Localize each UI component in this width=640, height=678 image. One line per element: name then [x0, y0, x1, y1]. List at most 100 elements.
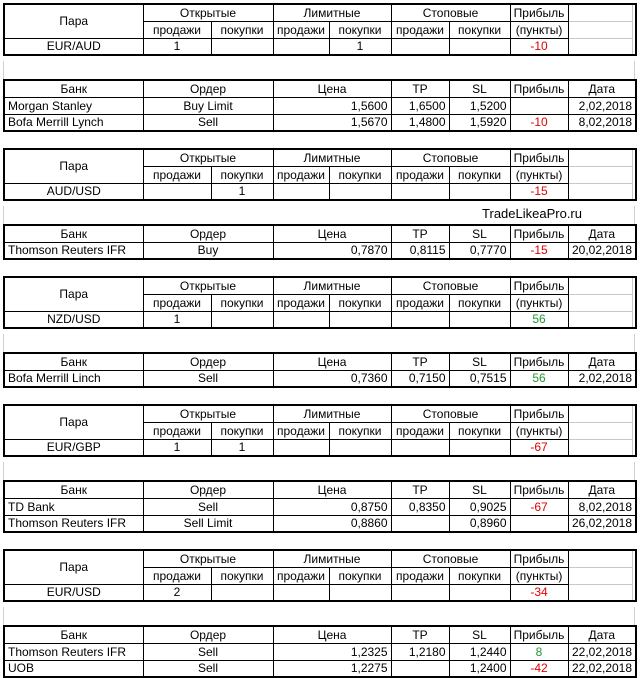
open-buy-header[interactable]: покупки [210, 421, 274, 440]
sl-value[interactable]: 0,8960 [448, 514, 511, 533]
date-header[interactable]: Дата [567, 625, 637, 644]
sl-value[interactable]: 1,2440 [448, 642, 511, 661]
table-row[interactable]: Bofa Merrill Linch Sell 0,7360 0,7150 0,7515… [3, 369, 637, 388]
limit-sell-header[interactable]: продажи [272, 293, 330, 312]
limit-buy-value[interactable]: 1 [328, 37, 392, 56]
date-header[interactable]: Дата [567, 79, 637, 98]
blank-cell[interactable] [567, 566, 633, 585]
stop-sell-value[interactable] [390, 583, 450, 602]
stop-buy-value[interactable] [448, 583, 511, 602]
limit-header[interactable]: Лимитные [272, 3, 392, 22]
tp-value[interactable]: 1,4800 [390, 113, 450, 132]
date-header[interactable]: Дата [567, 480, 637, 499]
limit-buy-value[interactable] [328, 310, 392, 329]
pair-header[interactable]: Пара [3, 148, 144, 184]
pair-profit-value[interactable]: -10 [509, 37, 569, 56]
sl-header[interactable]: SL [448, 352, 511, 371]
pair-value[interactable]: NZD/USD [3, 310, 144, 329]
order-value[interactable]: Sell [142, 369, 274, 388]
profit-header[interactable]: Прибыль [509, 404, 569, 423]
table-row[interactable]: UOB Sell 1,2275 1,2400 -42 22,02,2018 [3, 659, 637, 678]
tp-value[interactable]: 0,8115 [390, 241, 450, 260]
open-buy-value[interactable] [210, 310, 274, 329]
table-row[interactable]: TD Bank Sell 0,8750 0,8350 0,9025 -67 8,02,201… [3, 497, 637, 516]
tp-value[interactable]: 0,7150 [390, 369, 450, 388]
date-value[interactable]: 8,02,2018 [567, 113, 637, 132]
open-sell-header[interactable]: продажи [142, 293, 212, 312]
stop-buy-header[interactable]: покупки [448, 20, 511, 39]
stop-buy-value[interactable] [448, 438, 511, 457]
stop-sell-header[interactable]: продажи [390, 20, 450, 39]
points-header[interactable]: (пункты) [509, 165, 569, 184]
bank-value[interactable]: Bofa Merrill Lynch [3, 113, 144, 132]
bank-value[interactable]: Thomson Reuters IFR [3, 514, 144, 533]
blank-cell[interactable] [567, 3, 633, 22]
price-value[interactable]: 0,8860 [272, 514, 392, 533]
pair-value[interactable]: AUD/USD [3, 182, 144, 201]
open-sell-value[interactable] [142, 182, 212, 201]
price-header[interactable]: Цена [272, 79, 392, 98]
limit-sell-value[interactable] [272, 438, 330, 457]
stop-header[interactable]: Стоповые [390, 549, 511, 568]
date-header[interactable]: Дата [567, 352, 637, 371]
date-value[interactable]: 8,02,2018 [567, 497, 637, 516]
open-buy-value[interactable]: 1 [210, 438, 274, 457]
price-header[interactable]: Цена [272, 224, 392, 243]
table-row[interactable]: Thomson Reuters IFR Buy 0,7870 0,8115 0,7770… [3, 241, 637, 260]
price-header[interactable]: Цена [272, 352, 392, 371]
price-value[interactable]: 0,8750 [272, 497, 392, 516]
stop-buy-value[interactable] [448, 182, 511, 201]
profit-header[interactable]: Прибыль [509, 3, 569, 22]
limit-sell-header[interactable]: продажи [272, 20, 330, 39]
pair-value[interactable]: EUR/USD [3, 583, 144, 602]
order-header[interactable]: Ордер [142, 480, 274, 499]
stop-sell-header[interactable]: продажи [390, 421, 450, 440]
bank-header[interactable]: Банк [3, 79, 144, 98]
tp-header[interactable]: TP [390, 625, 450, 644]
sl-value[interactable]: 1,5200 [448, 96, 511, 115]
limit-header[interactable]: Лимитные [272, 276, 392, 295]
blank-cell[interactable] [567, 165, 633, 184]
blank-cell[interactable] [567, 148, 633, 167]
bank-header[interactable]: Банк [3, 352, 144, 371]
sl-header[interactable]: SL [448, 625, 511, 644]
stop-sell-value[interactable] [390, 438, 450, 457]
price-value[interactable]: 1,5600 [272, 96, 392, 115]
stop-sell-value[interactable] [390, 182, 450, 201]
open-buy-header[interactable]: покупки [210, 566, 274, 585]
tp-value[interactable] [390, 659, 450, 678]
sl-header[interactable]: SL [448, 224, 511, 243]
price-value[interactable]: 1,2275 [272, 659, 392, 678]
pair-profit-value[interactable]: 56 [509, 310, 569, 329]
blank-cell[interactable] [567, 20, 633, 39]
date-header[interactable]: Дата [567, 224, 637, 243]
open-sell-header[interactable]: продажи [142, 421, 212, 440]
points-header[interactable]: (пункты) [509, 293, 569, 312]
stop-buy-header[interactable]: покупки [448, 566, 511, 585]
table-row[interactable]: Thomson Reuters IFR Sell 1,2325 1,2180 1,244… [3, 642, 637, 661]
date-value[interactable]: 22,02,2018 [567, 659, 637, 678]
date-value[interactable]: 2,02,2018 [567, 96, 637, 115]
order-profit-header[interactable]: Прибыль [509, 625, 569, 644]
order-profit-value[interactable]: 56 [509, 369, 569, 388]
pair-profit-value[interactable]: -15 [509, 182, 569, 201]
stop-sell-header[interactable]: продажи [390, 566, 450, 585]
stop-header[interactable]: Стоповые [390, 148, 511, 167]
price-value[interactable]: 1,2325 [272, 642, 392, 661]
pair-header[interactable]: Пара [3, 3, 144, 39]
open-header[interactable]: Открытые [142, 549, 274, 568]
blank-cell[interactable] [567, 421, 633, 440]
limit-buy-header[interactable]: покупки [328, 293, 392, 312]
order-profit-header[interactable]: Прибыль [509, 480, 569, 499]
order-header[interactable]: Ордер [142, 224, 274, 243]
blank-cell[interactable] [567, 549, 633, 568]
table-row[interactable]: Morgan Stanley Buy Limit 1,5600 1,6500 1,520… [3, 96, 637, 115]
profit-header[interactable]: Прибыль [509, 276, 569, 295]
limit-sell-value[interactable] [272, 310, 330, 329]
stop-buy-header[interactable]: покупки [448, 165, 511, 184]
stop-sell-header[interactable]: продажи [390, 293, 450, 312]
price-header[interactable]: Цена [272, 480, 392, 499]
table-row[interactable]: Thomson Reuters IFR Sell Limit 0,8860 0,896… [3, 514, 637, 533]
order-profit-header[interactable]: Прибыль [509, 79, 569, 98]
pair-profit-value[interactable]: -67 [509, 438, 569, 457]
